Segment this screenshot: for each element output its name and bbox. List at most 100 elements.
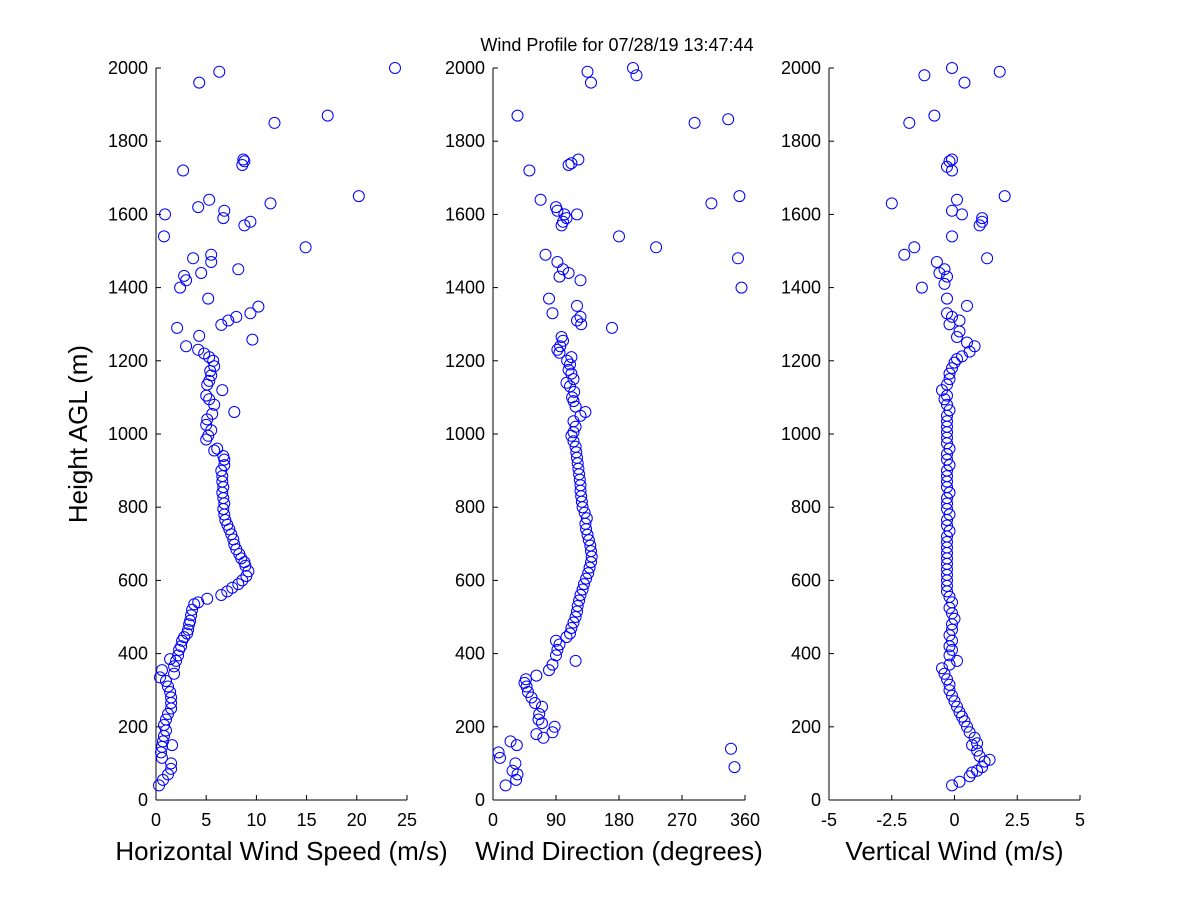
- y-tick-label: 0: [811, 790, 821, 810]
- data-point: [555, 331, 568, 343]
- data-point: [650, 241, 663, 254]
- data-point: [178, 631, 191, 644]
- data-point: [571, 600, 584, 612]
- data-point: [218, 459, 231, 472]
- data-point: [299, 241, 312, 254]
- data-point: [943, 318, 956, 331]
- x-tick-label: 270: [667, 810, 697, 830]
- data-point: [244, 215, 257, 228]
- data-point: [154, 671, 166, 684]
- data-point: [177, 164, 190, 177]
- data-point: [203, 374, 216, 387]
- data-point: [958, 76, 971, 89]
- data-point: [898, 248, 911, 261]
- data-point: [207, 354, 220, 367]
- data-point: [554, 340, 567, 353]
- data-point: [553, 346, 566, 359]
- data-point: [551, 256, 564, 268]
- x-tick-label: 90: [546, 810, 566, 830]
- data-point: [536, 717, 548, 730]
- data-point: [946, 204, 958, 217]
- data-point: [227, 533, 240, 546]
- data-point: [943, 649, 956, 662]
- data-point: [943, 658, 956, 671]
- data-point: [953, 314, 966, 327]
- x-tick-label: 15: [297, 810, 317, 830]
- data-point: [511, 109, 524, 122]
- data-point: [976, 761, 989, 774]
- data-point: [389, 62, 401, 74]
- data-point: [186, 603, 199, 616]
- data-point: [558, 208, 571, 221]
- data-point: [569, 440, 582, 453]
- data-point: [948, 356, 961, 369]
- y-axis-label: Height AGL (m): [63, 345, 93, 523]
- data-point: [951, 700, 963, 713]
- data-point: [537, 731, 550, 744]
- figure-title: Wind Profile for 07/28/19 13:47:44: [480, 35, 753, 55]
- data-point: [175, 640, 188, 653]
- data-point: [551, 643, 564, 656]
- y-tick-label: 600: [455, 570, 485, 590]
- data-point: [963, 770, 976, 783]
- data-point: [164, 686, 177, 698]
- data-point: [165, 691, 178, 704]
- x-tick-label: 360: [730, 810, 760, 830]
- data-point: [562, 159, 575, 171]
- y-tick-label: 1000: [781, 424, 821, 444]
- data-point: [238, 155, 251, 168]
- data-point: [564, 358, 576, 371]
- data-point: [564, 627, 576, 640]
- data-point: [162, 768, 174, 781]
- data-point: [215, 589, 228, 601]
- data-point: [936, 662, 948, 675]
- data-point: [722, 113, 735, 126]
- data-point: [530, 728, 543, 741]
- data-point: [928, 109, 941, 122]
- data-point: [218, 204, 231, 217]
- y-tick-label: 1400: [108, 278, 148, 298]
- data-point: [885, 197, 898, 210]
- y-tick-label: 1800: [781, 131, 821, 151]
- panel-vertical: 0 200 400 600 800 1000 1200 1400 1600 1800 2000 -5 -…: [781, 58, 1085, 866]
- data-point: [993, 65, 1006, 78]
- y-tick-label: 1600: [445, 204, 485, 224]
- data-point: [585, 76, 597, 89]
- data-point: [572, 153, 585, 166]
- data-point: [565, 157, 578, 170]
- data-point: [492, 746, 505, 759]
- data-point: [222, 314, 235, 327]
- data-point: [943, 404, 956, 417]
- data-point: [195, 267, 208, 279]
- data-point: [578, 578, 590, 591]
- data-point: [941, 673, 953, 686]
- data-point: [567, 435, 580, 448]
- data-point: [943, 459, 956, 472]
- data-point: [946, 230, 958, 243]
- data-point: [948, 612, 961, 625]
- data-point: [567, 616, 580, 629]
- x-tick-label: -5: [821, 810, 837, 830]
- data-point: [550, 201, 562, 214]
- y-tick-label: 200: [455, 717, 485, 737]
- data-point: [732, 252, 744, 265]
- data-point: [560, 631, 573, 644]
- data-point: [203, 393, 216, 406]
- data-point: [961, 299, 973, 312]
- y-tick-label: 1800: [108, 131, 148, 151]
- data-point: [733, 190, 746, 203]
- y-tick-label: 800: [791, 497, 821, 517]
- data-point: [630, 69, 643, 82]
- data-point: [573, 594, 586, 607]
- data-point: [581, 65, 594, 78]
- data-point: [158, 719, 170, 731]
- data-point: [159, 208, 171, 221]
- data-point: [998, 190, 1011, 203]
- data-point: [238, 219, 251, 232]
- data-point: [705, 197, 718, 210]
- data-point: [943, 367, 956, 380]
- data-point: [200, 389, 213, 402]
- data-point: [208, 360, 221, 373]
